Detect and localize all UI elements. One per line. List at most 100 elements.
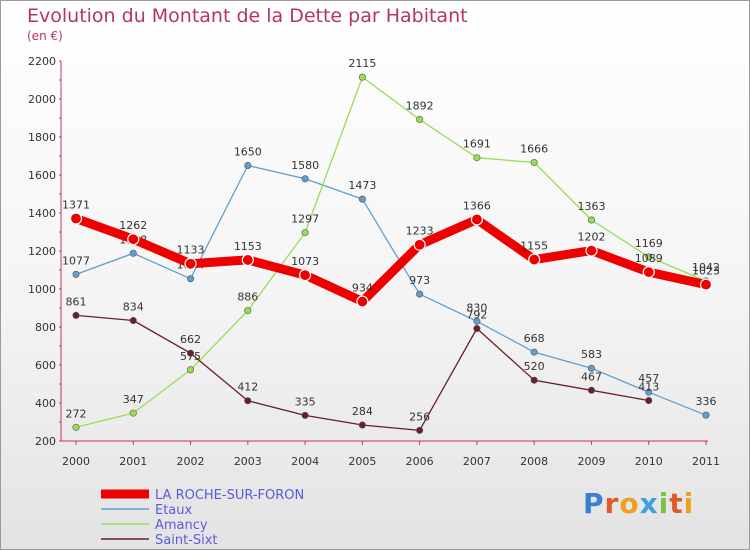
data-point-amancy [473,154,481,162]
data-point-la-roche-sur-foron [298,269,312,282]
x-tick-label: 2010 [635,455,663,468]
data-point-saint-sixt [301,411,309,419]
series-line-la-roche-sur-foron [71,214,711,306]
data-point-etaux [416,290,424,298]
data-label-etaux: 1473 [348,179,376,192]
y-tick-label: 600 [35,359,56,372]
data-point-saint-sixt [645,397,653,405]
series-line-amancy [75,76,707,428]
data-label-saint-sixt: 834 [123,301,144,314]
data-point-etaux [301,175,309,183]
x-tick-label: 2006 [406,455,434,468]
y-tick-label: 1800 [28,131,56,144]
y-tick-label: 400 [35,397,56,410]
data-label-etaux: 973 [409,274,430,287]
x-tick-label: 2001 [119,455,147,468]
data-label-saint-sixt: 256 [409,410,430,423]
data-point-etaux [702,411,710,419]
data-label-saint-sixt: 284 [352,405,373,418]
legend-label-la-roche-sur-foron: LA ROCHE-SUR-FORON [155,488,304,503]
data-point-amancy [129,409,137,417]
data-label-amancy: 886 [237,291,258,304]
x-tick-label: 2009 [577,455,605,468]
data-label-la-roche-sur-foron: 1153 [234,240,262,253]
chart-subtitle: (en €) [27,29,63,43]
data-point-amancy [645,253,653,261]
data-label-etaux: 1077 [62,254,90,267]
data-label-la-roche-sur-foron: 1133 [177,244,205,257]
legend-label-etaux: Etaux [155,503,193,518]
data-label-saint-sixt: 520 [524,360,545,373]
data-label-amancy: 1892 [406,100,434,113]
y-tick-label: 200 [35,435,56,448]
data-label-la-roche-sur-foron: 1366 [463,199,491,212]
data-point-la-roche-sur-foron [184,257,197,270]
data-label-amancy: 1691 [463,138,491,151]
data-point-etaux [358,195,366,203]
data-label-saint-sixt: 792 [466,309,487,322]
data-point-saint-sixt [473,325,481,333]
data-label-saint-sixt: 467 [581,370,602,383]
data-point-etaux [244,162,252,170]
series-line-etaux [75,164,707,416]
data-point-etaux [645,388,653,396]
data-point-la-roche-sur-foron [470,213,484,226]
proxiti-logo: Proxiti [583,487,695,520]
data-point-saint-sixt [416,426,424,434]
data-label-saint-sixt: 412 [237,381,258,394]
data-label-amancy: 1042 [692,261,720,274]
data-label-amancy: 1363 [577,200,605,213]
data-point-saint-sixt [244,397,252,405]
data-label-saint-sixt: 861 [66,295,87,308]
data-point-la-roche-sur-foron [69,212,83,225]
data-label-la-roche-sur-foron: 1233 [406,225,434,238]
data-point-amancy [187,366,195,374]
x-tick-label: 2003 [234,455,262,468]
data-label-etaux: 336 [696,395,717,408]
data-label-la-roche-sur-foron: 1262 [119,219,147,232]
data-point-la-roche-sur-foron [528,253,541,266]
data-label-amancy: 1169 [635,237,663,250]
legend-label-saint-sixt: Saint-Sixt [155,533,218,548]
x-tick-label: 2000 [62,455,90,468]
data-point-amancy [587,216,595,224]
data-point-saint-sixt [72,311,80,319]
data-point-la-roche-sur-foron [241,253,254,267]
data-label-etaux: 1580 [291,159,319,172]
data-point-la-roche-sur-foron [642,265,655,279]
legend-label-amancy: Amancy [155,518,208,533]
data-label-la-roche-sur-foron: 1202 [577,231,605,244]
data-label-la-roche-sur-foron: 1089 [635,252,663,265]
y-tick-label: 1600 [28,169,56,182]
x-tick-label: 2007 [463,455,491,468]
data-point-amancy [72,423,80,431]
y-tick-label: 800 [35,321,56,334]
chart-title: Evolution du Montant de la Dette par Hab… [27,5,468,27]
data-label-amancy: 2115 [348,57,376,70]
data-label-saint-sixt: 662 [180,333,201,346]
data-point-saint-sixt [129,317,137,325]
data-label-la-roche-sur-foron: 1371 [62,199,90,212]
data-label-amancy: 272 [66,407,87,420]
data-point-amancy [358,73,366,81]
data-point-saint-sixt [587,386,595,394]
data-label-etaux: 830 [466,301,487,314]
data-point-la-roche-sur-foron [356,295,369,308]
y-tick-label: 1000 [28,283,56,296]
data-label-amancy: 1666 [520,142,548,155]
x-tick-label: 2004 [291,455,319,468]
data-point-amancy [416,116,424,124]
data-point-amancy [530,158,538,166]
data-point-la-roche-sur-foron [127,233,140,246]
data-label-etaux: 668 [524,332,545,345]
y-tick-label: 2000 [28,93,56,106]
y-tick-label: 2200 [28,55,56,68]
data-label-amancy: 347 [123,393,144,406]
data-point-amancy [244,307,252,315]
data-label-amancy: 1297 [291,213,319,226]
x-tick-label: 2008 [520,455,548,468]
data-point-la-roche-sur-foron [413,238,426,251]
data-label-saint-sixt: 335 [295,395,316,408]
